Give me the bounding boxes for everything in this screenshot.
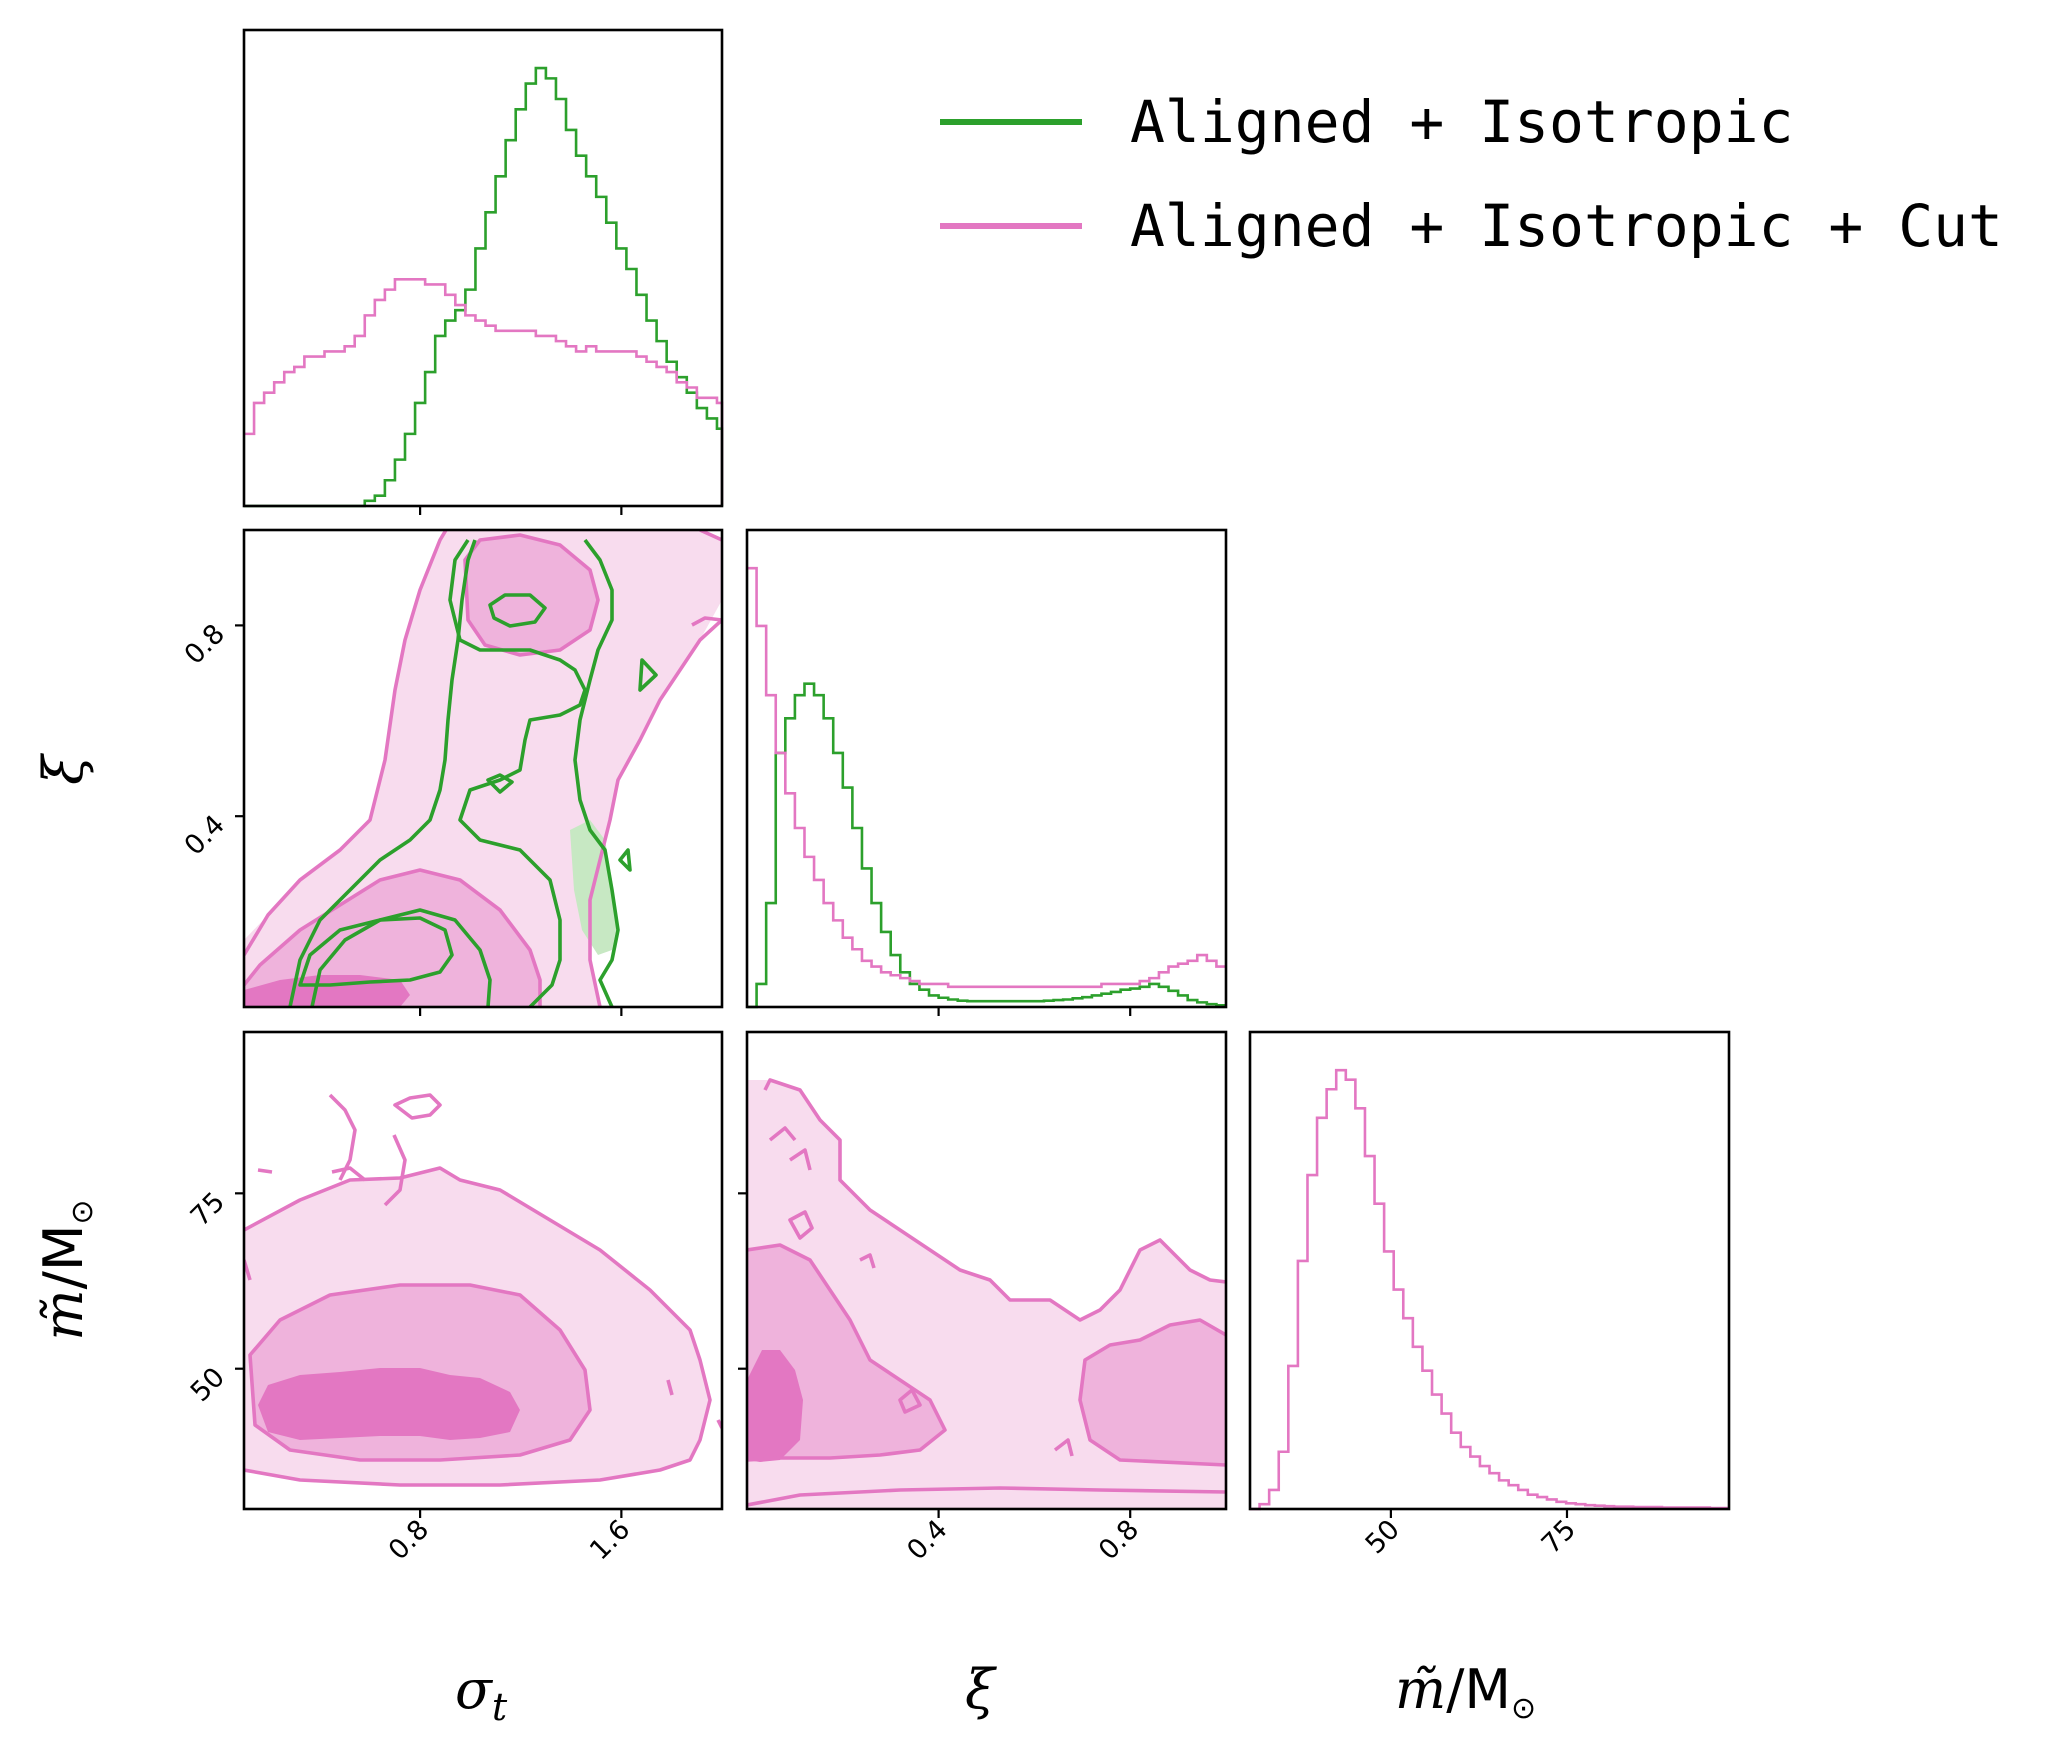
panel-xi-vs-m: [745, 1030, 1228, 1511]
pink-contour-line-mid: [248, 1283, 592, 1462]
panel-frame: [242, 528, 724, 1009]
hist-step-green: [747, 682, 1226, 1009]
x-tick-label-sigma-t: 1.6: [584, 1514, 636, 1566]
pink-contour-line-right: [691, 616, 722, 627]
ylabel-xi: ξ: [32, 753, 95, 785]
hist-sigma-t-green: [244, 66, 724, 508]
hist-step-pink: [1250, 1068, 1729, 1511]
pink-contour-line-mid: [244, 868, 542, 1007]
pink-contour-fill-outer: [244, 530, 722, 1007]
x-tick-label-m-tilde: 75: [1536, 1514, 1582, 1560]
hist-step-pink: [747, 566, 1226, 989]
y-tick-label-m-tilde: 50: [185, 1362, 231, 1408]
pink-contour-line-mid-top: [463, 533, 600, 657]
pink-contour-line-mid: [747, 1243, 947, 1462]
legend-label-green: Aligned + Isotropic: [1130, 88, 1793, 156]
green-contour-line-mid: [310, 539, 587, 1007]
hist-step-green: [244, 66, 724, 508]
panel-hist-m: [1248, 1030, 1731, 1511]
axis-label-xi: ξ: [965, 1658, 997, 1721]
panel-hist-sigma-t: [242, 28, 724, 508]
green-contour-line-island: [486, 658, 658, 872]
green-contour-line-top-inner: [488, 593, 547, 628]
green-contour-line-inner: [298, 916, 454, 987]
pink-contour-fill-inner: [258, 1368, 520, 1440]
pink-contour-line-outer: [244, 530, 722, 1007]
x-tick-label-xi: 0.8: [1093, 1514, 1145, 1566]
hist-xi-pink: [747, 566, 1226, 989]
legend-label-pink: Aligned + Isotropic + Cut: [1130, 192, 2003, 260]
axis-label-m-tilde: m̃/M⊙: [1395, 1658, 1536, 1726]
xlabel-m: m̃/M⊙: [1395, 1658, 1536, 1726]
hist-step-pink: [244, 278, 724, 505]
panel-frame: [745, 528, 1228, 1009]
panel-frame: [1248, 1030, 1731, 1511]
green-contour-line-outer: [288, 538, 620, 1007]
y-tick-label-xi: 0.4: [179, 809, 231, 861]
pink-contour-line-islands: [768, 1126, 1074, 1457]
pink-contour-fill-inner: [747, 1350, 803, 1462]
ylabel-m: m̃/M⊙: [32, 1199, 100, 1340]
x-tick-label-xi: 0.4: [901, 1514, 953, 1566]
y-tick-label-xi: 0.8: [179, 618, 231, 670]
hist-m-pink: [1250, 1068, 1729, 1511]
pink-contour-line-islands: [244, 1093, 442, 1281]
hist-xi-green: [747, 682, 1226, 1009]
axis-label-xi-y: ξ: [32, 753, 95, 785]
pink-contour-line-outer: [244, 1166, 712, 1487]
y-tick-label-m-tilde: 75: [185, 1186, 231, 1232]
pink-contour-fill-mid-right: [1080, 1320, 1226, 1465]
x-tick-label-sigma-t: 0.8: [383, 1514, 435, 1566]
axis-label-m-tilde-y: m̃/M⊙: [32, 1199, 100, 1340]
hist-sigma-t-pink: [244, 278, 724, 505]
x-tick-label-m-tilde: 50: [1360, 1514, 1406, 1560]
pink-contour-line-mid-right: [1078, 1318, 1226, 1467]
xlabel-xi: ξ: [965, 1658, 997, 1721]
pink-contour-line-outer: [747, 1078, 1226, 1507]
panel-frame: [242, 1030, 724, 1511]
legend: Aligned + Isotropic Aligned + Isotropic …: [940, 88, 2003, 260]
panel-frame: [242, 28, 724, 508]
axis-label-sigma-t: σt: [455, 1658, 508, 1729]
panel-sigma-t-vs-m: [242, 1030, 724, 1511]
panel-sigma-t-vs-xi: [242, 528, 724, 1009]
panel-frame: [745, 1030, 1228, 1511]
xlabel-sigma-t: σt: [455, 1658, 508, 1729]
panel-hist-xi: [745, 528, 1228, 1009]
